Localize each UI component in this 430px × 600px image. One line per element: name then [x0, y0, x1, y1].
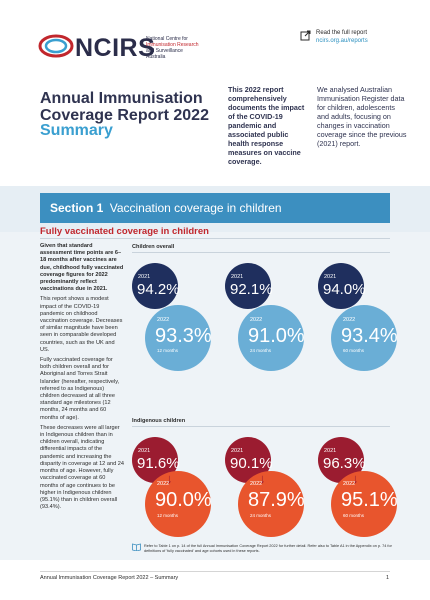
year-2021: 2021 — [231, 448, 244, 454]
footer-title: Annual Immunisation Coverage Report 2022… — [40, 575, 179, 581]
circle-2022 — [238, 305, 304, 371]
year-2021: 2021 — [231, 274, 244, 280]
arrow-down-icon: ↓ — [259, 471, 266, 486]
year-2021: 2021 — [138, 448, 151, 454]
year-2021: 2021 — [324, 448, 337, 454]
subsection-title: Fully vaccinated coverage in children — [40, 226, 209, 237]
paragraph-3: Fully vaccinated coverage for both child… — [40, 357, 120, 421]
page-subtitle: Summary — [40, 122, 113, 139]
arrow-down-icon: ↓ — [352, 471, 359, 486]
value-2021: 91.6% — [137, 455, 180, 472]
age-label: 24 months — [250, 513, 272, 518]
circle-2022 — [331, 471, 397, 537]
value-2021: 92.1% — [230, 281, 273, 298]
section-number: Section 1 — [50, 201, 104, 215]
circle-2022 — [331, 305, 397, 371]
logo-wordmark: NCIRS — [75, 34, 156, 62]
group-divider-overall — [132, 252, 390, 253]
external-link-icon[interactable] — [300, 30, 311, 41]
group-label-overall: Children overall — [132, 244, 175, 250]
value-2022: 87.9% — [248, 489, 305, 511]
paragraph-2: This report shows a modest impact of the… — [40, 296, 123, 353]
year-2022: 2022 — [343, 317, 356, 323]
value-2022: 95.1% — [341, 489, 398, 511]
section-heading: Section 1 Vaccination coverage in childr… — [50, 201, 282, 215]
value-2022: 93.3% — [155, 325, 212, 347]
year-2022: 2022 — [157, 481, 170, 487]
age-label: 24 months — [250, 348, 272, 353]
year-2021: 2021 — [324, 274, 337, 280]
circle-2021 — [318, 263, 364, 309]
age-label: 60 months — [343, 513, 365, 518]
intro-bold: This 2022 report comprehensively documen… — [228, 85, 305, 166]
report-url[interactable]: ncirs.org.au/reports — [316, 38, 368, 44]
full-report-link[interactable]: Read the full report ncirs.org.au/report… — [316, 29, 368, 45]
value-2021: 90.1% — [230, 455, 273, 472]
circle-2022 — [145, 471, 211, 537]
circle-2021 — [132, 263, 178, 309]
value-2022: 90.0% — [155, 489, 212, 511]
subsection-divider — [40, 238, 390, 239]
page-title: Annual Immunisation Coverage Report 2022 — [40, 90, 209, 124]
year-2022: 2022 — [250, 481, 263, 487]
footnote: Refer to Table 1 on p. 14 of the full An… — [144, 544, 392, 553]
year-2021: 2021 — [138, 274, 151, 280]
section-bar — [40, 193, 390, 223]
value-2022: 91.0% — [248, 325, 305, 347]
value-2021: 94.0% — [323, 281, 366, 298]
year-2022: 2022 — [343, 481, 356, 487]
value-2021: 94.2% — [137, 281, 180, 298]
group-label-indigenous: Indigenous children — [132, 418, 186, 424]
value-2021: 96.3% — [323, 455, 366, 472]
value-2022: 93.4% — [341, 325, 398, 347]
ncirs-logo-icon — [38, 34, 74, 58]
page-number: 1 — [386, 575, 390, 581]
section-title: Vaccination coverage in children — [109, 201, 282, 215]
footer-divider — [40, 571, 390, 572]
circle-2021 — [225, 263, 271, 309]
book-icon — [132, 543, 141, 551]
circle-2022 — [238, 471, 304, 537]
read-label: Read the full report — [316, 30, 368, 36]
year-2022: 2022 — [157, 317, 170, 323]
logo-subtitle: National Centre for Immunisation Researc… — [146, 36, 199, 60]
circle-2022 — [145, 305, 211, 371]
group-divider-indigenous — [132, 426, 390, 427]
left-text-column: Given that standard assessment time poin… — [40, 243, 124, 514]
intro-text: We analysed Australian Immunisation Regi… — [317, 85, 407, 148]
age-label: 60 months — [343, 348, 365, 353]
paragraph-1: Given that standard assessment time poin… — [40, 243, 124, 293]
year-2022: 2022 — [250, 317, 263, 323]
arrow-down-icon: ↓ — [166, 471, 173, 486]
paragraph-4: These decreases were all larger in Indig… — [40, 424, 124, 511]
age-label: 12 months — [157, 348, 179, 353]
age-label: 12 months — [157, 513, 179, 518]
